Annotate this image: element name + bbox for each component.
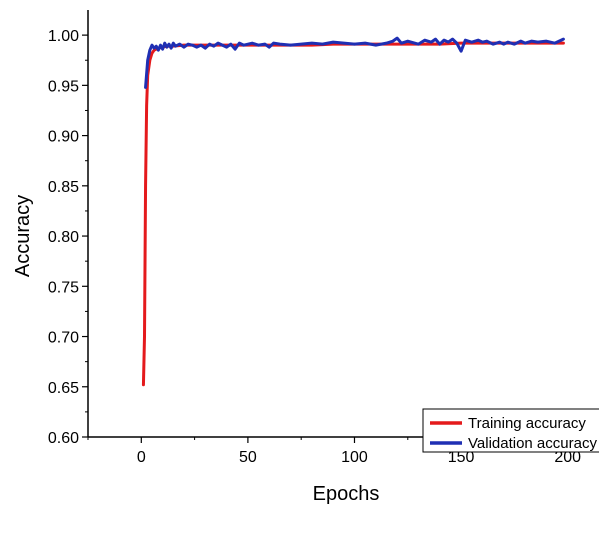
y-axis-label: Accuracy <box>12 195 34 277</box>
y-tick-label: 0.65 <box>48 380 79 397</box>
plot-lines <box>141 36 565 387</box>
y-tick-label: 0.85 <box>48 179 79 196</box>
legend-label-training: Training accuracy <box>468 415 586 432</box>
y-tick-label: 0.60 <box>48 430 79 447</box>
training-accuracy-line <box>141 41 565 387</box>
y-tick-label: 0.75 <box>48 279 79 296</box>
x-tick-label: 100 <box>341 449 368 466</box>
x-tick-label: 150 <box>448 449 475 466</box>
y-tick-label: 0.70 <box>48 330 79 347</box>
ticks: 0.60 0.65 0.70 0.75 0.80 0.85 0.90 0.95 1.00 0 50 1… <box>48 28 581 466</box>
legend-label-validation: Validation accuracy <box>468 435 597 452</box>
legend-box <box>422 408 599 453</box>
legend: Training accuracy Validation accuracy <box>422 408 599 453</box>
y-tick-label: 0.80 <box>48 229 79 246</box>
y-tick-label: 0.95 <box>48 78 79 95</box>
validation-accuracy-line <box>144 36 565 89</box>
x-axis-label: Epochs <box>313 483 380 505</box>
x-tick-label: 200 <box>554 449 581 466</box>
y-tick-label: 1.00 <box>48 28 79 45</box>
x-tick-label: 0 <box>137 449 146 466</box>
axes <box>87 10 589 438</box>
y-tick-label: 0.90 <box>48 129 79 146</box>
x-tick-label: 50 <box>239 449 257 466</box>
